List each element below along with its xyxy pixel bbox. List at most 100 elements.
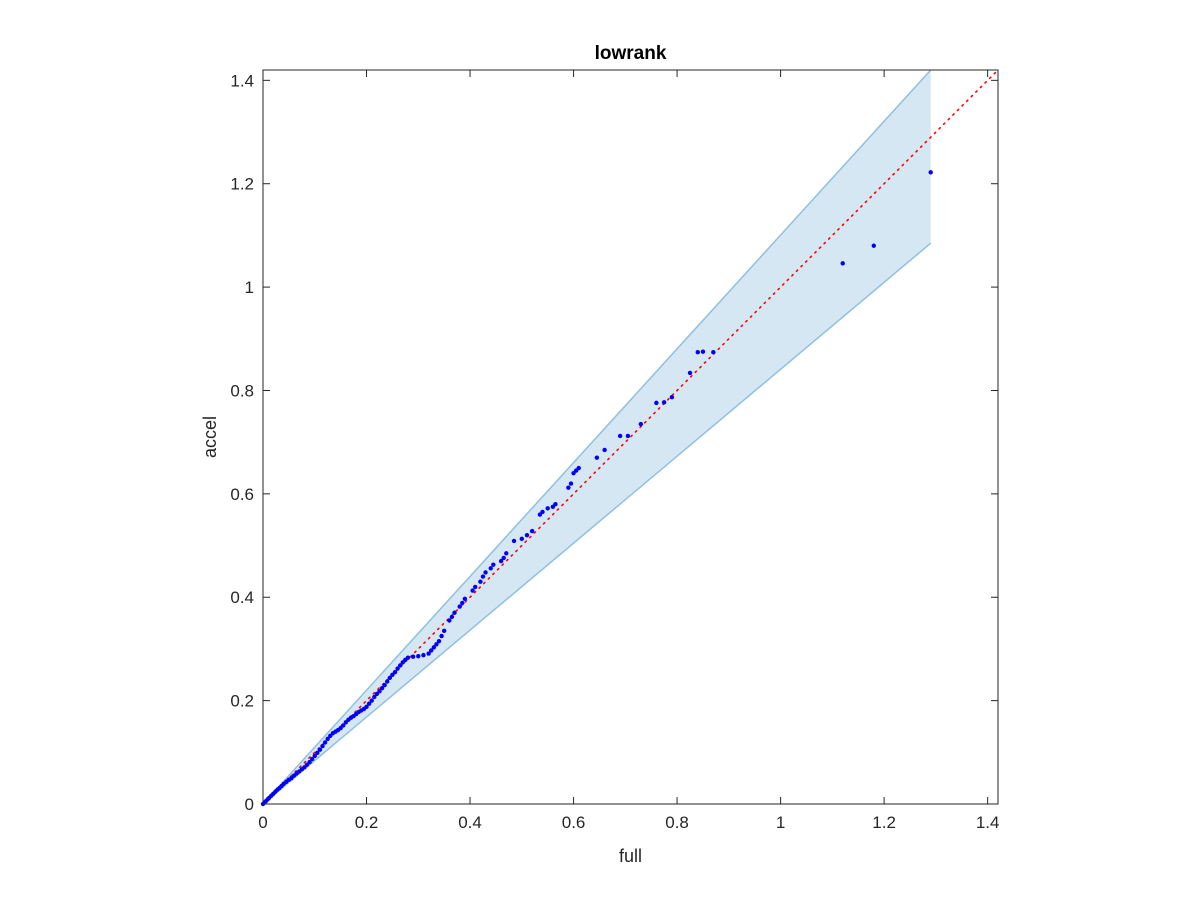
data-point [483, 570, 488, 575]
data-point [625, 433, 631, 439]
y-axis-label: accel [200, 416, 220, 458]
data-point [504, 551, 509, 556]
data-point [325, 736, 330, 742]
data-point [366, 701, 372, 706]
data-point [661, 400, 667, 405]
data-point [711, 350, 716, 355]
data-point [322, 740, 328, 745]
data-point [488, 566, 493, 571]
data-point [602, 447, 607, 453]
data-point [524, 533, 530, 538]
x-axis-ticks: 0 0.2 0.4 0.6 0.8 1 1.2 1.4 [258, 70, 999, 832]
data-point [457, 604, 462, 609]
y-tick-label: 0.6 [230, 485, 254, 504]
data-point [491, 562, 496, 567]
x-tick-label: 0.8 [665, 813, 689, 832]
data-point [928, 170, 933, 175]
y-tick-label: 1.4 [230, 71, 254, 90]
data-point [840, 261, 845, 266]
data-point [553, 501, 558, 507]
y-tick-label: 1 [245, 278, 254, 297]
confidence-band-upper-edge [262, 69, 932, 805]
data-point [431, 645, 437, 650]
data-point [309, 756, 315, 762]
data-point [426, 651, 431, 656]
data-point [511, 538, 517, 544]
data-point [395, 666, 400, 671]
data-point [387, 675, 393, 681]
data-point [545, 506, 550, 511]
y-axis-ticks: 0 0.2 0.4 0.6 0.8 1 1.2 1.4 [230, 71, 998, 814]
data-point [377, 689, 382, 694]
data-point [382, 682, 387, 688]
data-point [700, 349, 706, 354]
reference-line [262, 69, 999, 805]
data-point [669, 394, 675, 400]
data-point [416, 653, 421, 659]
data-point [470, 588, 475, 593]
confidence-band-group [262, 69, 932, 805]
data-point [462, 596, 468, 601]
x-tick-label: 1 [776, 813, 785, 832]
x-tick-label: 0.4 [458, 813, 482, 832]
reference-line-group [262, 69, 999, 805]
data-point [638, 421, 644, 427]
data-point [594, 455, 600, 460]
y-tick-label: 0.8 [230, 381, 254, 400]
data-point [436, 638, 442, 644]
data-points-group [260, 170, 933, 807]
data-point [410, 654, 416, 659]
data-point [480, 574, 486, 579]
data-point [405, 655, 411, 660]
x-tick-label: 1.4 [976, 813, 1000, 832]
data-point [379, 686, 385, 691]
data-point [449, 614, 455, 620]
data-point [498, 558, 504, 564]
data-point [617, 433, 623, 439]
data-point [695, 350, 700, 355]
x-axis-label: full [619, 846, 642, 866]
data-point [429, 648, 434, 653]
data-point [871, 243, 876, 248]
data-point [478, 579, 483, 584]
data-point [397, 663, 403, 668]
data-point [441, 628, 447, 634]
data-point [447, 618, 452, 623]
data-point [312, 753, 317, 759]
data-point [452, 610, 457, 615]
data-point [364, 704, 369, 710]
data-point [540, 509, 545, 515]
data-point [369, 698, 374, 703]
x-tick-label: 0.6 [562, 813, 586, 832]
y-tick-label: 0 [245, 795, 254, 814]
data-point [307, 759, 312, 765]
data-point [687, 370, 693, 376]
data-point [421, 652, 426, 658]
y-tick-label: 0.2 [230, 692, 254, 711]
data-point [519, 536, 525, 542]
data-point [460, 600, 465, 606]
axes-box [262, 69, 999, 805]
data-point [654, 400, 659, 406]
data-point [434, 642, 439, 647]
x-tick-label: 1.2 [872, 813, 896, 832]
data-point [372, 694, 377, 700]
data-point [392, 669, 398, 675]
data-point [568, 481, 574, 486]
data-point [566, 485, 571, 490]
data-point [341, 723, 346, 728]
data-point [439, 633, 444, 639]
confidence-band-lower-edge [262, 242, 932, 805]
data-point [501, 555, 506, 561]
y-tick-label: 0.4 [230, 588, 254, 607]
data-point [315, 750, 320, 756]
x-tick-label: 0 [258, 813, 267, 832]
data-point [320, 743, 325, 749]
data-point [529, 528, 535, 534]
chart-title: lowrank [595, 43, 667, 64]
data-point [385, 679, 390, 684]
data-point [317, 747, 323, 752]
x-tick-label: 0.2 [355, 813, 379, 832]
data-point [473, 584, 478, 590]
